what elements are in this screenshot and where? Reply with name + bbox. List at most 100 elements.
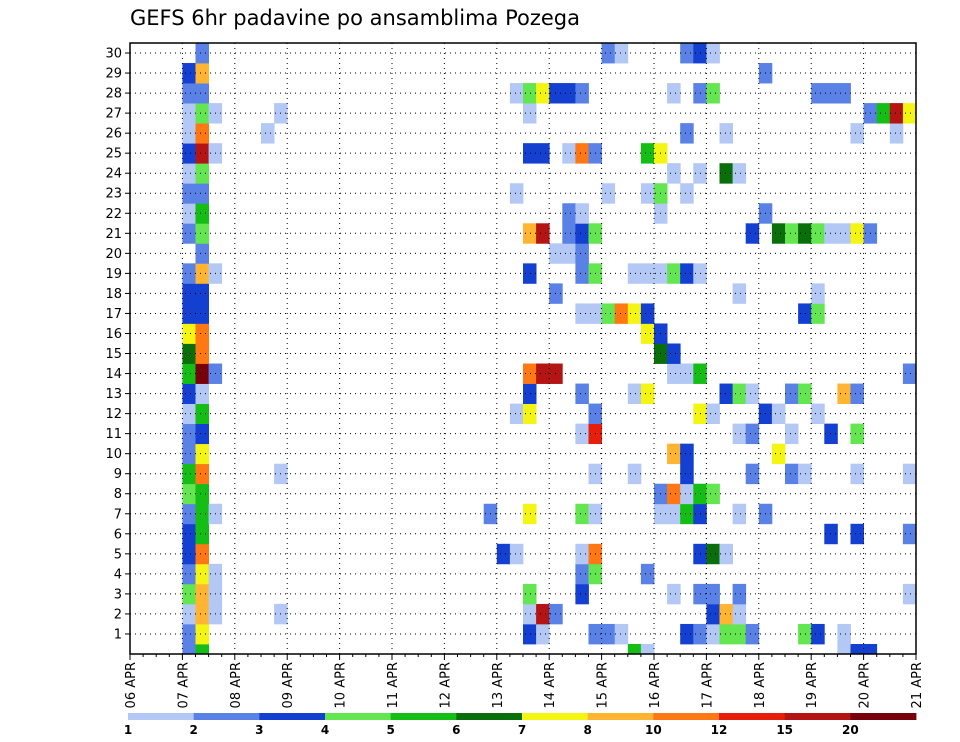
- x-tick-label: 19 APR: [805, 662, 820, 708]
- heatmap-cell: [195, 323, 209, 344]
- heatmap-cell: [745, 463, 760, 485]
- heatmap-cell: [509, 83, 524, 104]
- heatmap-cell: [182, 363, 196, 384]
- heatmap-cell: [182, 183, 196, 204]
- colorbar-label: 7: [518, 723, 526, 737]
- heatmap-cell: [182, 403, 196, 425]
- heatmap-cell: [706, 623, 720, 645]
- heatmap-cell: [706, 583, 720, 605]
- heatmap-cell: [771, 223, 786, 244]
- heatmap-cell: [575, 203, 589, 224]
- colorbar-label: 1: [124, 723, 132, 737]
- y-tick-label: 16: [105, 327, 122, 342]
- heatmap-cell: [195, 83, 209, 104]
- heatmap-cell: [523, 383, 537, 404]
- heatmap-cell: [667, 83, 681, 104]
- heatmap-cell: [902, 523, 917, 545]
- heatmap-cell: [614, 43, 629, 64]
- heatmap-cell: [719, 163, 733, 184]
- heatmap-cells: [182, 43, 917, 655]
- heatmap-cell: [182, 623, 196, 645]
- heatmap-cell: [719, 623, 733, 645]
- heatmap-cell: [837, 643, 851, 655]
- y-tick-label: 5: [114, 547, 122, 562]
- heatmap-cell: [182, 143, 196, 164]
- heatmap-cell: [536, 603, 550, 625]
- heatmap-cell: [863, 643, 878, 655]
- y-tick-label: 9: [114, 467, 122, 482]
- heatmap-cell: [509, 183, 524, 204]
- heatmap-cell: [785, 463, 799, 485]
- heatmap-cell: [614, 303, 629, 324]
- heatmap-cell: [562, 83, 576, 104]
- heatmap-cell: [182, 163, 196, 184]
- heatmap-cell: [523, 143, 537, 164]
- heatmap-cell: [195, 343, 209, 364]
- heatmap-cell: [732, 423, 747, 445]
- heatmap-cell: [745, 623, 760, 645]
- heatmap-cell: [536, 223, 550, 244]
- heatmap-cell: [719, 123, 733, 144]
- heatmap-cell: [824, 83, 838, 104]
- heatmap-cell: [745, 423, 760, 445]
- heatmap-cell: [798, 383, 812, 404]
- heatmap-cell: [575, 83, 589, 104]
- heatmap-cell: [680, 363, 694, 384]
- heatmap-cell: [850, 463, 864, 485]
- y-tick-label: 13: [105, 387, 122, 402]
- colorbar-swatch: [325, 713, 392, 720]
- heatmap-cell: [536, 83, 550, 104]
- x-tick-label: 20 APR: [858, 662, 873, 708]
- heatmap-cell: [719, 603, 733, 625]
- heatmap-cell: [195, 43, 209, 64]
- heatmap-cell: [195, 483, 209, 505]
- heatmap-cell: [195, 203, 209, 224]
- heatmap-cell: [195, 603, 209, 625]
- heatmap-cell: [640, 303, 655, 324]
- colorbar-swatch: [193, 713, 260, 720]
- heatmap-cell: [680, 183, 694, 204]
- heatmap-cell: [182, 423, 196, 445]
- heatmap-cell: [195, 363, 209, 384]
- heatmap-cell: [785, 223, 799, 244]
- heatmap-cell: [575, 383, 589, 404]
- heatmap-cell: [811, 403, 825, 425]
- colorbar-label: 8: [583, 723, 591, 737]
- heatmap-cell: [182, 383, 196, 404]
- y-tick-label: 4: [114, 567, 122, 582]
- y-tick-label: 3: [114, 587, 122, 602]
- heatmap-cell: [785, 423, 799, 445]
- heatmap-cell: [575, 143, 589, 164]
- heatmap-cell: [575, 583, 589, 605]
- y-tick-label: 19: [105, 267, 122, 282]
- colorbar-label: 12: [711, 723, 728, 737]
- heatmap-cell: [195, 63, 209, 84]
- heatmap-cell: [667, 343, 681, 364]
- x-tick-label: 08 APR: [229, 662, 244, 708]
- heatmap-cell: [811, 283, 825, 304]
- heatmap-cell: [575, 303, 589, 324]
- heatmap-cell: [195, 563, 209, 585]
- heatmap-cell: [706, 543, 720, 565]
- colorbar-label: 3: [255, 723, 263, 737]
- y-tick-label: 20: [105, 247, 122, 262]
- x-tick-label: 11 APR: [386, 662, 401, 708]
- heatmap-cell: [195, 443, 209, 465]
- x-tick-label: 07 APR: [176, 662, 191, 708]
- heatmap-cell: [837, 223, 851, 244]
- heatmap-cell: [680, 123, 694, 144]
- colorbar-swatch: [587, 713, 654, 720]
- colorbar-swatch: [259, 713, 326, 720]
- heatmap-cell: [509, 403, 524, 425]
- heatmap-cell: [601, 43, 616, 64]
- heatmap-cell: [732, 503, 747, 525]
- colorbar-label: 15: [776, 723, 793, 737]
- heatmap-cell: [902, 103, 917, 124]
- x-tick-label: 13 APR: [491, 662, 506, 708]
- heatmap-cell: [640, 183, 655, 204]
- heatmap-cell: [680, 503, 694, 525]
- heatmap-cell: [627, 463, 642, 485]
- heatmap-cell: [850, 643, 864, 655]
- heatmap-cell: [523, 403, 537, 425]
- colorbar-label: 5: [386, 723, 394, 737]
